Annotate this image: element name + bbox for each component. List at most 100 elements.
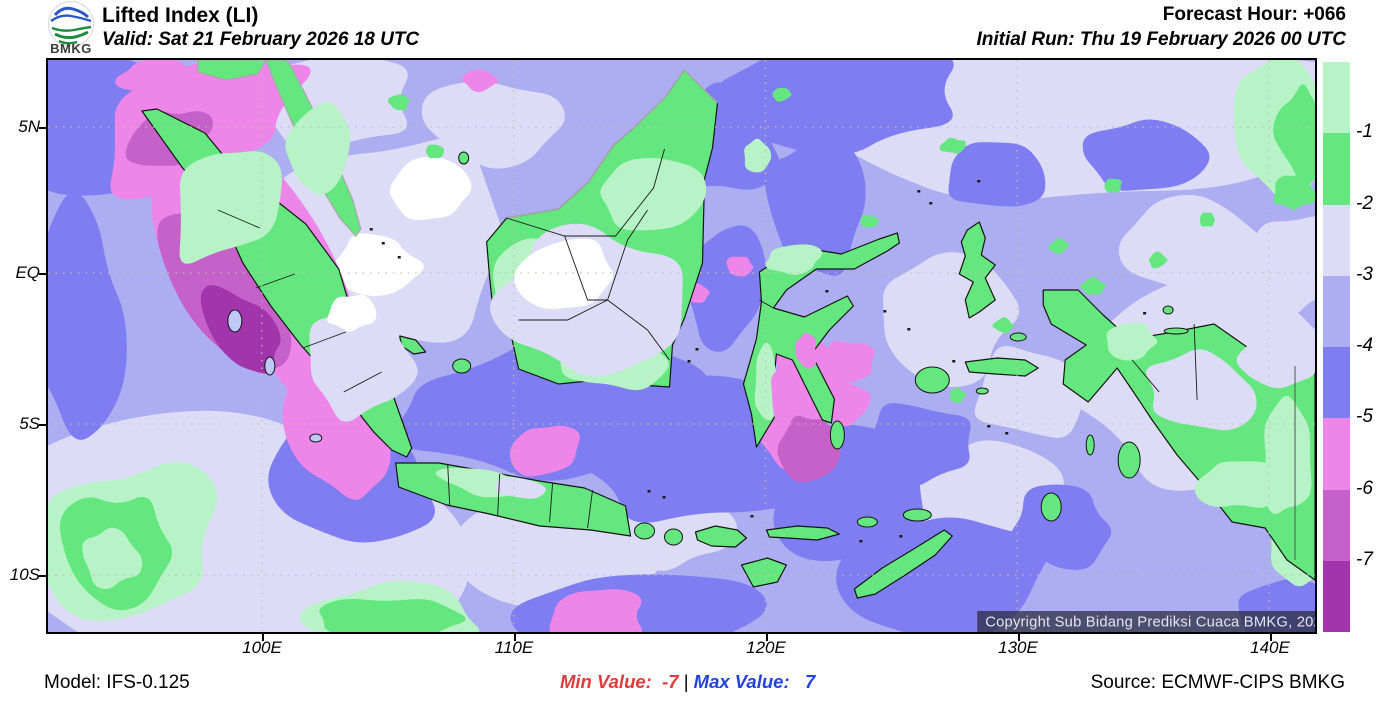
island-small bbox=[1009, 332, 1027, 342]
land-mint-patch bbox=[1263, 395, 1312, 515]
island-small bbox=[264, 356, 276, 376]
island-speck bbox=[1143, 312, 1147, 315]
max-value: 7 bbox=[805, 671, 816, 692]
sea-pink-patch bbox=[726, 256, 754, 277]
max-value-label: Max Value: bbox=[693, 671, 790, 692]
lon-label-130E: 130E bbox=[998, 638, 1038, 657]
legend-tick--6: -6 bbox=[1356, 477, 1373, 499]
island-speck bbox=[397, 256, 401, 259]
foreign-coastline bbox=[506, 68, 718, 219]
island-small bbox=[902, 508, 932, 522]
island-small bbox=[458, 151, 470, 165]
admin-border-line bbox=[759, 299, 774, 309]
lon-tick bbox=[1270, 634, 1272, 641]
lifted-index-contour-map: Copyright Sub Bidang Prediksi Cuaca BMKG… bbox=[48, 60, 1315, 632]
minmax-values: Min Value: -7 | Max Value: 7 bbox=[560, 671, 815, 693]
source-label: Source: ECMWF-CIPS BMKG bbox=[1090, 672, 1345, 693]
admin-border-line bbox=[607, 209, 648, 301]
land-orchid-patch bbox=[783, 432, 807, 470]
admin-border-line bbox=[607, 299, 670, 361]
page-title: Lifted Index (LI) bbox=[102, 4, 259, 27]
sea-periwinkle-patch bbox=[712, 60, 954, 156]
island-speck bbox=[977, 180, 981, 183]
legend-tick--7: -7 bbox=[1356, 548, 1373, 570]
island-small bbox=[664, 528, 683, 546]
admin-border-line bbox=[549, 482, 554, 523]
lon-tick bbox=[766, 634, 768, 641]
island-speck bbox=[369, 228, 373, 231]
island-landmass bbox=[964, 357, 1039, 377]
admin-border-line bbox=[217, 209, 261, 229]
sea-periwinkle-patch bbox=[687, 225, 766, 352]
land-mint-patch bbox=[285, 102, 351, 195]
island-small bbox=[309, 433, 323, 443]
sea-green-patch bbox=[772, 87, 792, 102]
island-speck bbox=[750, 515, 754, 518]
sea-green-patch bbox=[1200, 212, 1216, 227]
legend-tick--1: -1 bbox=[1356, 121, 1373, 143]
island-small bbox=[1162, 305, 1174, 315]
admin-border-line bbox=[447, 463, 451, 506]
admin-border-line bbox=[564, 235, 608, 301]
lat-tick bbox=[39, 424, 46, 426]
land-mint-patch bbox=[1106, 322, 1158, 361]
sea-pink-patch bbox=[509, 425, 580, 477]
land-mint-patch bbox=[179, 151, 282, 264]
island-small bbox=[1040, 492, 1062, 522]
legend-tick--2: -2 bbox=[1356, 192, 1373, 214]
sea-periwinkle-patch bbox=[948, 142, 1046, 207]
copyright-text: Copyright Sub Bidang Prediksi Cuaca BMKG… bbox=[985, 614, 1315, 630]
island-landmass bbox=[694, 525, 748, 548]
bmkg-logo-label: BMKG bbox=[50, 41, 92, 56]
min-value: -7 bbox=[662, 671, 679, 692]
legend-tick--5: -5 bbox=[1356, 406, 1373, 428]
sea-mint-patch bbox=[744, 138, 772, 173]
island-speck bbox=[662, 496, 666, 499]
island-small bbox=[856, 516, 878, 528]
island-speck bbox=[859, 540, 863, 543]
island-speck bbox=[695, 348, 699, 351]
island-landmass bbox=[742, 232, 900, 448]
sea-periwinkle-patch bbox=[868, 403, 971, 488]
land-lavender-patch bbox=[1146, 349, 1257, 431]
initial-run-label: Initial Run: Thu 19 February 2026 00 UTC bbox=[976, 29, 1346, 50]
lat-tick bbox=[39, 575, 46, 577]
lon-label-100E: 100E bbox=[242, 638, 282, 657]
island-landmass bbox=[765, 525, 840, 541]
legend-segment-0 bbox=[1323, 62, 1350, 134]
sea-pink-patch bbox=[826, 383, 871, 427]
sea-white-patch bbox=[333, 233, 424, 297]
lat-tick bbox=[39, 127, 46, 129]
forecast-hour-label: Forecast Hour: +066 bbox=[1162, 4, 1346, 25]
island-speck bbox=[1005, 432, 1009, 435]
land-mint-patch bbox=[600, 157, 707, 231]
admin-border-line bbox=[1131, 359, 1160, 393]
bmkg-logo: BMKG bbox=[44, 1, 98, 57]
island-speck bbox=[687, 360, 691, 363]
island-small bbox=[1163, 327, 1189, 335]
admin-border-line bbox=[497, 473, 501, 517]
sea-green-patch bbox=[1104, 178, 1122, 193]
sea-lavender-patch bbox=[1118, 194, 1269, 295]
land-mint-patch bbox=[765, 244, 823, 275]
sea-mint-core bbox=[82, 527, 143, 589]
admin-border-line bbox=[506, 148, 665, 237]
sea-green-patch bbox=[939, 137, 966, 154]
minmax-divider: | bbox=[683, 671, 689, 692]
legend-segment-2 bbox=[1323, 204, 1350, 276]
island-small bbox=[634, 522, 656, 540]
island-small bbox=[914, 366, 950, 394]
sea-pink-patch bbox=[549, 589, 642, 632]
legend-segment-6 bbox=[1323, 489, 1350, 561]
sea-green-patch bbox=[1080, 276, 1106, 295]
lon-label-140E: 140E bbox=[1250, 638, 1290, 657]
island-speck bbox=[647, 490, 651, 493]
admin-border-line bbox=[1193, 323, 1198, 401]
legend-tick--4: -4 bbox=[1356, 335, 1373, 356]
sea-green-patch bbox=[949, 387, 967, 403]
sea-green-patch bbox=[1273, 173, 1315, 210]
island-small bbox=[227, 309, 243, 333]
lat-label-10S: 10S bbox=[9, 565, 40, 584]
model-label: Model: IFS-0.125 bbox=[44, 672, 190, 693]
legend-colorbar bbox=[1323, 62, 1350, 632]
